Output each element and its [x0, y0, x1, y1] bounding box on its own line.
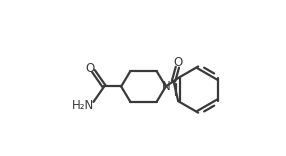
Text: O: O: [85, 61, 94, 75]
Text: O: O: [174, 56, 183, 69]
Text: H₂N: H₂N: [72, 99, 94, 112]
Text: N: N: [162, 80, 171, 93]
